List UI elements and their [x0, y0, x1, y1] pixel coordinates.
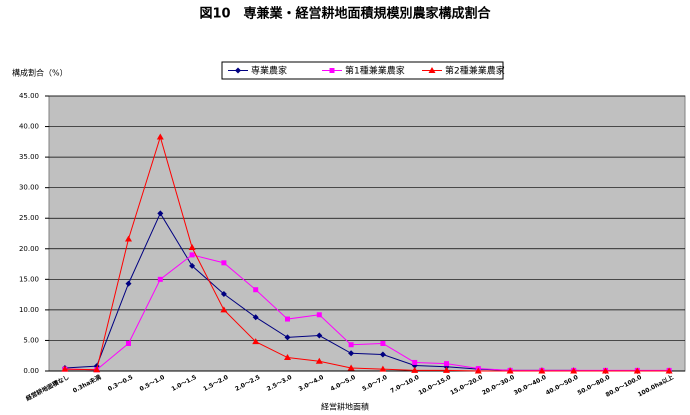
y-tick-label: 5.00: [23, 336, 39, 344]
x-tick-label: 0.3～0.5: [107, 374, 134, 393]
chart-title: 図10 専兼業・経営耕地面積規模別農家構成割合: [199, 6, 491, 22]
data-point: [379, 365, 387, 372]
data-point: [61, 365, 69, 372]
x-tick-label: 経営耕地面積なし: [24, 373, 70, 403]
data-point: [126, 341, 131, 346]
data-point: [156, 133, 164, 140]
data-point: [665, 367, 673, 374]
data-point: [284, 334, 291, 341]
data-point: [347, 364, 355, 371]
data-point: [188, 244, 196, 251]
y-tick-label: 35.00: [19, 153, 39, 161]
legend-label: 第2種兼業農家: [445, 65, 505, 77]
x-tick-label: 100.0ha以上: [636, 373, 674, 399]
data-point: [316, 332, 323, 339]
data-point: [220, 306, 228, 313]
x-tick-label: 20.0～30.0: [481, 374, 516, 397]
data-point: [93, 366, 101, 373]
data-point: [253, 287, 259, 293]
data-point: [189, 252, 195, 258]
y-tick-label: 10.00: [19, 306, 39, 314]
legend-marker: [329, 68, 335, 73]
data-point: [474, 367, 482, 374]
x-tick-label: 40.0～50.0: [545, 374, 580, 397]
y-tick-label: 0.00: [23, 367, 39, 375]
data-point: [125, 280, 132, 287]
data-point: [315, 357, 323, 364]
data-point: [379, 351, 386, 358]
x-tick-label: 1.0～1.5: [170, 374, 197, 393]
x-tick-label: 2.5～3.0: [266, 374, 293, 393]
y-tick-label: 25.00: [19, 214, 39, 222]
x-tick-label: 4.0～5.0: [329, 374, 356, 393]
data-point: [444, 361, 449, 367]
x-tick-label: 7.0～10.0: [389, 374, 420, 395]
data-point: [348, 350, 355, 357]
x-tick-label: 0.3ha未満: [71, 373, 102, 395]
x-tick-label: 15.0～20.0: [449, 374, 484, 397]
x-tick-label: 10.0～15.0: [417, 374, 452, 397]
legend-marker: [235, 67, 241, 74]
data-point: [316, 312, 322, 318]
legend-label: 第1種兼業農家: [345, 65, 405, 77]
data-point: [506, 367, 514, 374]
x-tick-label: 2.0～2.5: [234, 374, 261, 393]
legend-marker: [428, 67, 436, 73]
data-point: [570, 367, 578, 374]
y-tick-label: 40.00: [19, 123, 39, 131]
x-tick-label: 30.0～40.0: [513, 374, 548, 397]
data-point: [538, 367, 546, 374]
data-point: [412, 359, 418, 365]
x-tick-label: 5.0～7.0: [361, 374, 388, 393]
series-line: [64, 254, 670, 371]
y-tick-label: 45.00: [19, 92, 39, 100]
data-point: [411, 366, 419, 373]
data-point: [348, 342, 354, 348]
legend-box: [221, 61, 504, 80]
y-tick-label: 15.00: [19, 275, 39, 283]
data-point: [189, 262, 196, 269]
data-point: [157, 210, 164, 217]
data-point: [125, 235, 132, 242]
data-point: [380, 341, 386, 346]
plot-area: [48, 95, 686, 372]
legend-item: 第2種兼業農家: [422, 65, 505, 77]
legend-item: 第1種兼業農家: [322, 65, 405, 77]
legend-label: 専業農家: [251, 65, 287, 77]
y-tick-label: 30.00: [19, 184, 39, 192]
data-point: [443, 366, 450, 373]
x-tick-label: 3.0～4.0: [298, 374, 325, 393]
data-point: [252, 338, 260, 345]
x-axis-label: 経営耕地面積: [321, 402, 369, 412]
data-point: [220, 291, 227, 297]
data-point: [157, 276, 163, 282]
x-tick-label: 1.5～2.0: [202, 374, 229, 393]
series-line: [64, 135, 670, 372]
data-point: [221, 260, 227, 266]
data-point: [285, 316, 290, 322]
y-tick-label: 20.00: [19, 245, 39, 253]
data-point: [252, 314, 259, 321]
data-point: [284, 354, 291, 361]
data-point: [633, 367, 641, 374]
y-axis-label: 構成割合（%）: [12, 68, 68, 78]
legend-item: 専業農家: [228, 65, 287, 77]
x-tick-label: 0.5～1.0: [139, 374, 166, 393]
data-point: [602, 367, 609, 374]
